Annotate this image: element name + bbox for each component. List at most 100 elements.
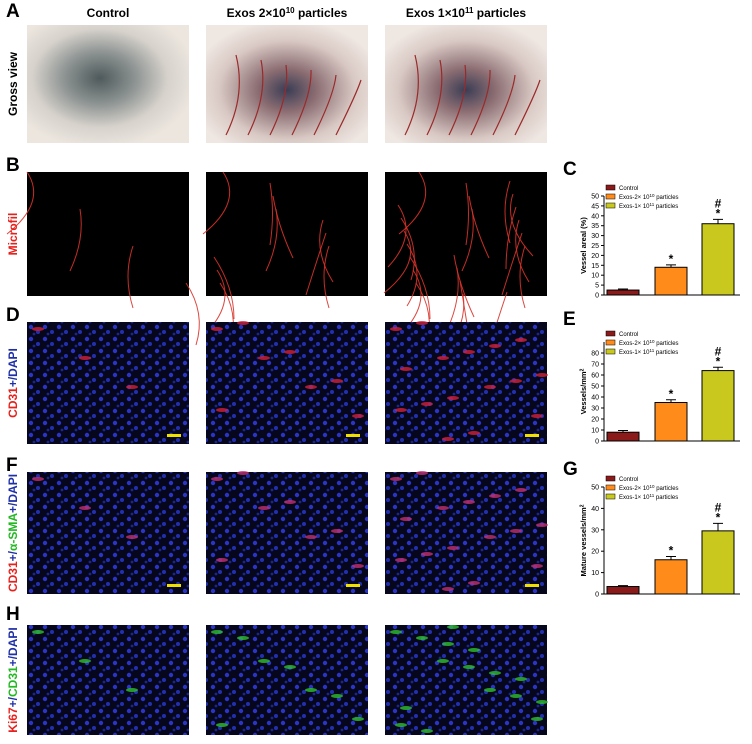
vessel bbox=[510, 193, 534, 257]
stain bbox=[32, 477, 44, 481]
column-header-text: Control bbox=[87, 6, 130, 20]
vessel bbox=[202, 171, 231, 235]
column-header: Exos 2×1010 particles bbox=[227, 6, 348, 20]
stain bbox=[390, 327, 402, 331]
stain bbox=[442, 437, 454, 441]
stain bbox=[400, 517, 412, 521]
y-tick-label: 50 bbox=[591, 194, 599, 201]
y-tick-label: 40 bbox=[591, 213, 599, 220]
stain bbox=[468, 431, 480, 435]
stain bbox=[463, 500, 475, 504]
vessel bbox=[225, 54, 240, 136]
legend-label-text: Exos-1× 10 bbox=[619, 204, 650, 210]
y-tick-label: 50 bbox=[591, 485, 599, 492]
stain bbox=[484, 688, 496, 692]
bar bbox=[606, 289, 640, 296]
stain bbox=[463, 665, 475, 669]
bar bbox=[654, 266, 688, 296]
legend-label-sup: 11 bbox=[650, 348, 655, 353]
stain bbox=[489, 344, 501, 348]
stain bbox=[216, 723, 228, 727]
legend-label: Exos-1× 1011 particles bbox=[619, 493, 678, 501]
legend-label-text: Control bbox=[619, 332, 638, 338]
row-label-part: Ki67 bbox=[6, 707, 20, 733]
stain bbox=[447, 396, 459, 400]
vessel bbox=[269, 182, 273, 246]
vessel bbox=[409, 256, 431, 320]
stain bbox=[421, 552, 433, 556]
bar bbox=[701, 530, 735, 595]
error-bar bbox=[618, 585, 628, 587]
vessel bbox=[387, 204, 407, 268]
stain bbox=[468, 648, 480, 652]
column-header-text: Exos 1×10 bbox=[406, 6, 465, 20]
y-tick-label: 40 bbox=[591, 395, 599, 402]
row-label-part: Gross view bbox=[6, 51, 20, 116]
y-axis-label-text: Vessels/mm bbox=[579, 371, 588, 414]
error-bar bbox=[713, 366, 723, 371]
stain bbox=[400, 706, 412, 710]
micrograph bbox=[206, 25, 368, 143]
scale-bar bbox=[525, 434, 539, 437]
vessel bbox=[400, 217, 415, 281]
legend-label-tail: particles bbox=[655, 486, 679, 492]
y-axis-label-text: Mature vessels/mm bbox=[579, 507, 588, 577]
stain bbox=[211, 630, 223, 634]
significance-mark: * bbox=[669, 544, 674, 558]
stain bbox=[536, 700, 548, 704]
stain bbox=[421, 729, 433, 733]
vessel bbox=[291, 69, 312, 136]
stain bbox=[484, 385, 496, 389]
stain bbox=[331, 694, 343, 698]
error-bar bbox=[666, 556, 676, 560]
micrograph bbox=[27, 625, 189, 735]
stain bbox=[531, 564, 543, 568]
y-axis-label: Mature vessels/mm2 bbox=[579, 504, 588, 576]
vessel bbox=[6, 171, 35, 235]
y-tick-label: 0 bbox=[595, 439, 599, 446]
significance-mark: * bbox=[669, 387, 674, 401]
bar bbox=[701, 223, 735, 296]
error-bar bbox=[666, 264, 676, 268]
legend-label-sup: 10 bbox=[650, 193, 656, 198]
vessel bbox=[515, 219, 530, 283]
vessel bbox=[519, 245, 526, 309]
legend-label-text: Exos-2× 10 bbox=[619, 486, 650, 492]
stain bbox=[79, 356, 91, 360]
stain bbox=[79, 506, 91, 510]
legend-swatch bbox=[605, 348, 616, 355]
scale-bar bbox=[346, 584, 360, 587]
row-label-part: CD31 bbox=[6, 666, 20, 697]
scale-bar bbox=[167, 584, 181, 587]
stain bbox=[216, 408, 228, 412]
y-tick-label: 20 bbox=[591, 417, 599, 424]
stain bbox=[305, 385, 317, 389]
error-bar bbox=[713, 218, 723, 224]
vessel bbox=[127, 245, 134, 309]
stain bbox=[258, 506, 270, 510]
stain bbox=[305, 688, 317, 692]
row-label: CD31+/α-SMA+/DAPI bbox=[6, 474, 20, 592]
stain bbox=[331, 529, 343, 533]
legend-swatch bbox=[605, 493, 616, 500]
column-header: Control bbox=[87, 6, 130, 20]
stain bbox=[510, 529, 522, 533]
legend-label-sup: 11 bbox=[650, 202, 655, 207]
stain bbox=[216, 558, 228, 562]
stain bbox=[468, 581, 480, 585]
panel-label: C bbox=[563, 159, 577, 180]
stain bbox=[352, 717, 364, 721]
y-tick-label: 20 bbox=[591, 253, 599, 260]
stain bbox=[395, 408, 407, 412]
legend-label-sup: 10 bbox=[650, 484, 656, 489]
stain bbox=[284, 500, 296, 504]
row-label: Microfil bbox=[6, 213, 20, 256]
row-label-part: +/DAPI bbox=[6, 474, 20, 513]
micrograph bbox=[27, 472, 189, 594]
legend-label-sup: 11 bbox=[650, 493, 655, 498]
legend-swatch bbox=[605, 184, 616, 191]
stain bbox=[421, 402, 433, 406]
vessel bbox=[468, 195, 490, 259]
legend-label: Exos-2× 1010 particles bbox=[619, 484, 679, 492]
